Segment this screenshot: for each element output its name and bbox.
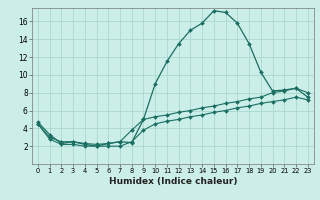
X-axis label: Humidex (Indice chaleur): Humidex (Indice chaleur) [108,177,237,186]
